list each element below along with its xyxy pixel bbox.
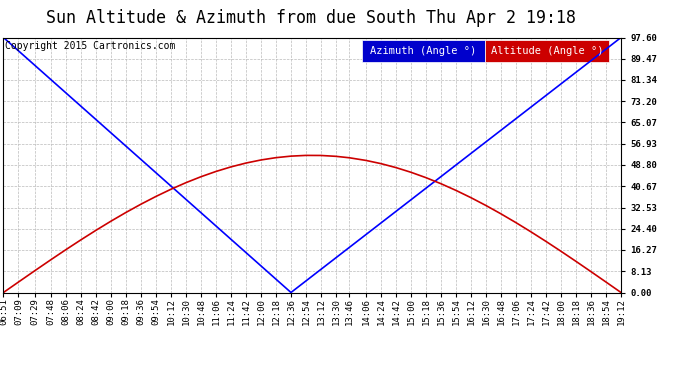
Text: Altitude (Angle °): Altitude (Angle °): [491, 46, 603, 56]
Text: Sun Altitude & Azimuth from due South Thu Apr 2 19:18: Sun Altitude & Azimuth from due South Th…: [46, 9, 575, 27]
FancyBboxPatch shape: [362, 40, 485, 62]
Text: Azimuth (Angle °): Azimuth (Angle °): [371, 46, 477, 56]
Text: Copyright 2015 Cartronics.com: Copyright 2015 Cartronics.com: [5, 41, 175, 51]
FancyBboxPatch shape: [485, 40, 609, 62]
